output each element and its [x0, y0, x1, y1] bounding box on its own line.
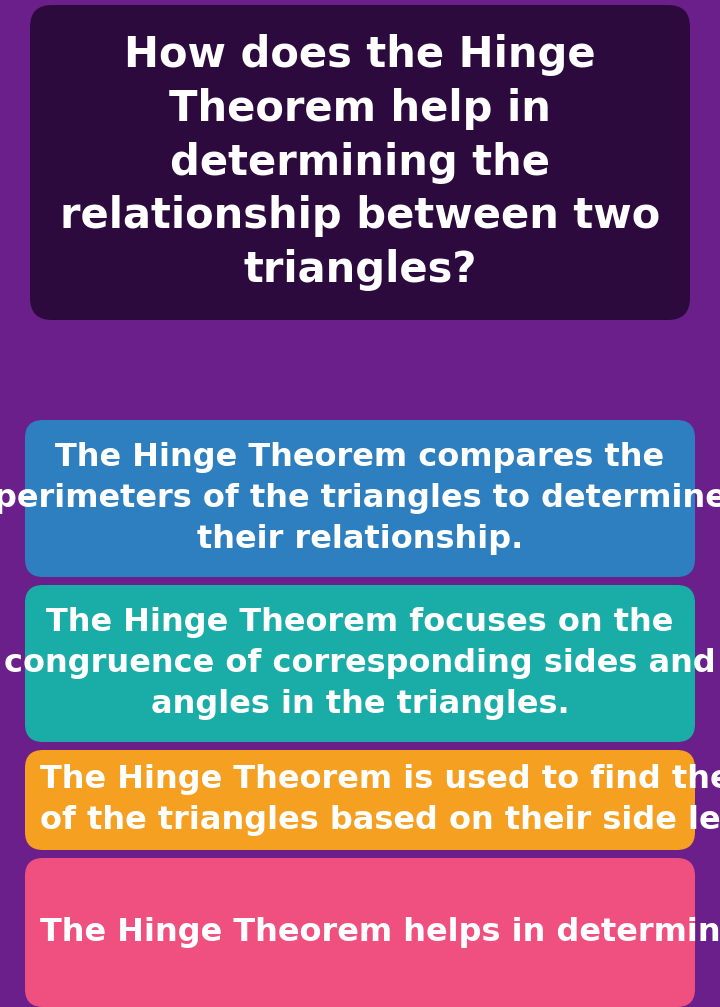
FancyBboxPatch shape [25, 585, 695, 742]
FancyBboxPatch shape [30, 5, 690, 320]
Text: The Hinge Theorem focuses on the
congruence of corresponding sides and
angles in: The Hinge Theorem focuses on the congrue… [4, 607, 716, 720]
FancyBboxPatch shape [25, 858, 695, 1007]
FancyBboxPatch shape [25, 420, 695, 577]
Text: How does the Hinge
Theorem help in
determining the
relationship between two
tria: How does the Hinge Theorem help in deter… [60, 34, 660, 291]
FancyBboxPatch shape [25, 750, 695, 850]
Text: The Hinge Theorem is used to find the area
of the triangles based on their side : The Hinge Theorem is used to find the ar… [40, 764, 720, 836]
Text: The Hinge Theorem helps in determining: The Hinge Theorem helps in determining [40, 917, 720, 948]
Text: The Hinge Theorem compares the
perimeters of the triangles to determine
their re: The Hinge Theorem compares the perimeter… [0, 442, 720, 555]
